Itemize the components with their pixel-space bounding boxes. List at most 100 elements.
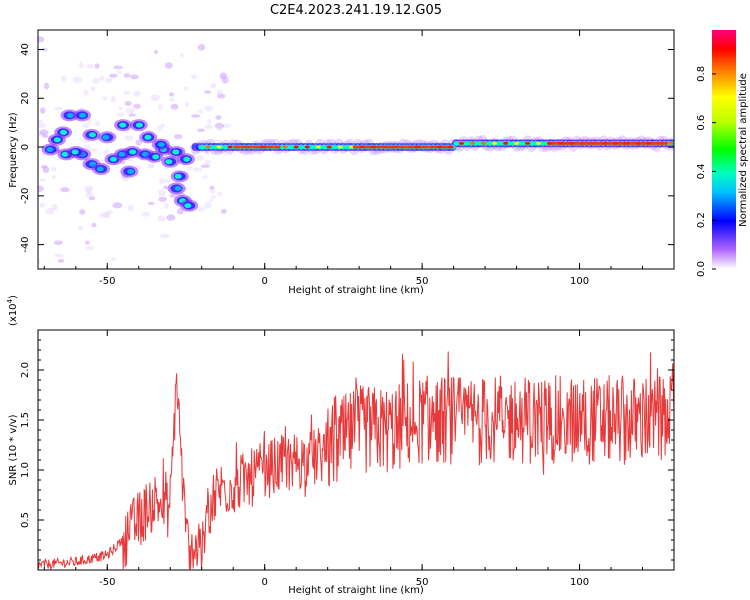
spectral-cell	[38, 119, 43, 124]
spectral-cell	[191, 74, 198, 80]
y-tick-label: 2.0	[20, 362, 31, 378]
y-tick-label: 0.5	[20, 512, 31, 528]
spectral-cell	[38, 122, 47, 129]
x-tick-label: -50	[99, 276, 115, 287]
spectral-cell	[219, 72, 228, 80]
spectral-cell	[135, 139, 142, 146]
x-tick-label: -50	[99, 577, 115, 588]
spectral-cell	[176, 136, 182, 140]
spectral-cell	[57, 258, 65, 263]
spectral-cell	[38, 185, 44, 192]
spectral-cell	[184, 102, 190, 107]
spectral-cell	[85, 240, 90, 245]
spectral-cell	[105, 77, 113, 83]
spectral-cell	[192, 167, 203, 172]
spectral-cell	[159, 233, 170, 239]
spectral-cell	[77, 225, 84, 231]
spectral-cell	[60, 75, 67, 82]
spectral-cell	[109, 156, 117, 162]
spectral-cell	[79, 61, 84, 69]
spectral-cell	[152, 154, 160, 160]
spectral-cell	[90, 86, 96, 92]
spectral-cell	[213, 139, 223, 143]
spectral-cell	[210, 195, 217, 199]
spectral-cell	[469, 142, 475, 145]
spectral-cell	[147, 164, 154, 169]
spectral-cell	[102, 96, 108, 101]
spectral-cell	[207, 118, 212, 125]
spectral-cell	[103, 211, 111, 219]
spectral-cell	[215, 115, 222, 120]
spectral-cell	[87, 118, 92, 124]
spectrogram-ylabel: Frequency (Hz)	[8, 112, 19, 188]
spectral-cell	[190, 114, 201, 118]
spectral-cell	[41, 47, 48, 52]
spectral-cell	[210, 82, 217, 89]
spectral-cell	[127, 204, 134, 212]
spectral-cell	[548, 142, 668, 145]
spectral-cell	[71, 149, 79, 155]
spectral-cell	[88, 196, 96, 201]
spectral-cell	[172, 149, 180, 155]
spectral-cell	[173, 133, 183, 140]
spectral-cell	[104, 149, 109, 155]
spectral-cell	[157, 142, 165, 148]
spectral-cell	[169, 97, 176, 102]
spectral-cell	[123, 90, 130, 95]
x-tick-label: 50	[416, 276, 429, 287]
spectral-cell	[164, 178, 171, 183]
spectrogram-xlabel: Height of straight line (km)	[288, 285, 424, 296]
spectral-cell	[158, 177, 165, 185]
spectral-cell	[337, 145, 343, 149]
spectral-cell	[85, 188, 93, 194]
spectral-cell	[123, 73, 131, 78]
spectral-cell	[304, 145, 310, 149]
x-tick-label: 100	[570, 577, 589, 588]
spectral-cell	[42, 166, 50, 174]
spectral-cell	[233, 145, 281, 149]
spectral-cell	[170, 103, 179, 110]
spectral-cell	[99, 75, 105, 81]
spectral-cell	[133, 90, 141, 97]
spectral-cell	[96, 166, 104, 172]
spectral-cell	[216, 93, 226, 99]
spectral-cell	[53, 137, 61, 143]
colorbar-ticks: 0.0 0.2 0.4 0.6 0.8	[696, 66, 716, 277]
spectral-cell	[326, 145, 332, 149]
spectral-cell	[38, 187, 45, 191]
spectral-cell	[216, 126, 223, 131]
colorbar-tick-label: 0.6	[696, 115, 707, 131]
spectral-cell	[458, 142, 464, 145]
y-tick-label: 1.0	[20, 462, 31, 478]
spectral-cell	[84, 185, 94, 192]
spectral-cell	[82, 123, 90, 129]
spectral-cell	[129, 149, 137, 155]
spectral-cell	[118, 151, 126, 157]
spectral-cell	[88, 132, 96, 138]
colorbar-tick-label: 0.4	[696, 163, 707, 179]
spectral-cell	[156, 125, 164, 131]
spectral-cell	[66, 112, 74, 118]
spectrogram-panel: -50 0 50 100 -40 -20 0 20 40 Height of straight …	[8, 29, 675, 296]
spectral-cell	[125, 107, 135, 114]
spectral-cell	[51, 204, 58, 211]
spectral-cell	[128, 113, 136, 117]
spectral-cell	[60, 187, 70, 193]
colorbar: 0.0 0.2 0.4 0.6 0.8 Normalized spectral ampl…	[696, 30, 749, 277]
y-tick-label: 20	[20, 92, 31, 105]
spectral-cell	[147, 201, 155, 205]
snr-multiplier: (x104)	[6, 295, 19, 326]
spectral-cell	[110, 98, 117, 103]
y-tick-label: 40	[20, 43, 31, 56]
spectral-cell	[195, 154, 204, 161]
snr-ylabel: SNR (10 * v/v)	[8, 414, 19, 485]
spectral-cell	[204, 105, 214, 112]
spectral-cell	[168, 92, 175, 97]
snr-xlabel: Height of straight line (km)	[288, 585, 424, 596]
spectral-cell	[196, 128, 205, 132]
spectral-cell	[110, 257, 116, 261]
spectral-cell	[61, 151, 69, 157]
spectral-cell	[88, 147, 98, 152]
spectral-cell	[85, 246, 95, 251]
spectral-cell	[119, 122, 127, 128]
